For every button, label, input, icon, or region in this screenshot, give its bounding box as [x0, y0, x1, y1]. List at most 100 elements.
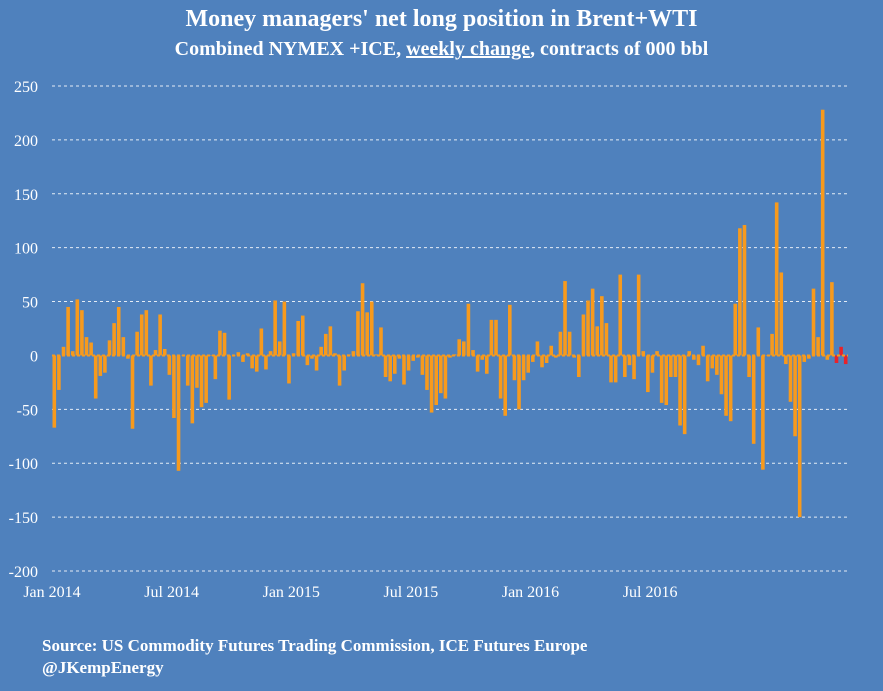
bar — [236, 352, 241, 356]
bar — [443, 355, 448, 399]
y-tick-label: 50 — [22, 295, 38, 312]
bar — [632, 355, 636, 380]
bar — [144, 310, 149, 356]
bar — [825, 355, 830, 360]
bar — [273, 300, 277, 356]
bar — [462, 341, 466, 356]
bar — [512, 355, 517, 381]
bar — [208, 355, 213, 356]
y-tick-label: 200 — [14, 133, 38, 150]
bar — [673, 355, 678, 377]
bar — [98, 355, 103, 376]
bar — [80, 310, 84, 356]
bar — [103, 355, 107, 373]
x-tick-label: Jan 2014 — [23, 584, 80, 601]
bar — [218, 330, 222, 356]
bar — [669, 355, 673, 377]
bar — [756, 327, 761, 356]
bar — [135, 331, 139, 356]
bar — [618, 274, 623, 356]
bar — [641, 351, 646, 356]
bar — [604, 323, 609, 356]
bar — [158, 314, 162, 356]
bar — [52, 355, 57, 428]
bar — [310, 355, 314, 359]
bar — [503, 355, 508, 416]
bar — [521, 355, 526, 381]
bar — [613, 355, 618, 383]
bar — [75, 299, 80, 356]
bar — [379, 327, 383, 356]
bar — [296, 320, 300, 356]
y-tick-label: -50 — [17, 402, 38, 419]
x-tick-label: Jul 2016 — [623, 584, 678, 601]
bar — [751, 355, 756, 444]
bar — [162, 348, 167, 356]
bar — [176, 355, 181, 471]
bar — [121, 337, 126, 356]
bar — [333, 353, 337, 356]
bar — [544, 355, 549, 363]
bar — [342, 355, 346, 371]
bar — [70, 351, 75, 356]
bar — [839, 346, 843, 356]
bar — [268, 351, 273, 356]
bar — [498, 355, 503, 399]
bar — [471, 350, 475, 356]
bar — [466, 303, 471, 356]
bar — [692, 355, 696, 360]
bar — [406, 355, 411, 371]
bar — [116, 306, 121, 356]
bar — [57, 355, 61, 390]
bar — [250, 355, 254, 369]
bar — [480, 355, 485, 360]
bar — [843, 355, 848, 365]
bar — [139, 314, 144, 356]
bar — [172, 355, 176, 418]
bar — [485, 355, 489, 374]
bar — [802, 355, 807, 362]
bar — [351, 351, 356, 356]
bar — [475, 355, 480, 372]
bar — [728, 355, 733, 422]
bar — [747, 355, 751, 377]
bar — [715, 355, 719, 375]
bar — [586, 300, 590, 356]
bar — [300, 315, 305, 356]
y-tick-label: -200 — [9, 564, 38, 581]
bar — [784, 355, 788, 365]
bar — [277, 341, 282, 356]
y-tick-label: 150 — [14, 187, 38, 204]
bar — [834, 355, 839, 363]
bar — [682, 355, 687, 435]
bar — [526, 355, 531, 373]
bar — [517, 355, 521, 410]
y-tick-label: 0 — [30, 348, 38, 365]
bar — [733, 303, 738, 356]
bar — [241, 355, 245, 362]
bar — [609, 355, 613, 383]
bar — [494, 319, 498, 356]
bar — [374, 354, 379, 356]
bar — [816, 337, 820, 356]
bar — [655, 351, 659, 356]
bar — [365, 312, 369, 356]
bar — [659, 355, 664, 403]
bar — [369, 301, 374, 356]
bar — [807, 355, 811, 359]
bar — [590, 288, 595, 356]
subtitle-pre: Combined NYMEX +ICE, — [174, 38, 407, 60]
subtitle-post: , contracts of 000 bbl — [529, 38, 709, 60]
bar — [291, 353, 296, 356]
bar — [199, 355, 204, 408]
bar — [259, 328, 264, 356]
bar — [554, 355, 558, 358]
bar — [204, 355, 208, 403]
bar — [558, 331, 563, 356]
bar — [222, 332, 227, 356]
bar — [264, 355, 268, 370]
bar — [646, 355, 650, 393]
bar — [623, 355, 627, 377]
bar — [167, 355, 172, 375]
bar — [531, 355, 535, 362]
